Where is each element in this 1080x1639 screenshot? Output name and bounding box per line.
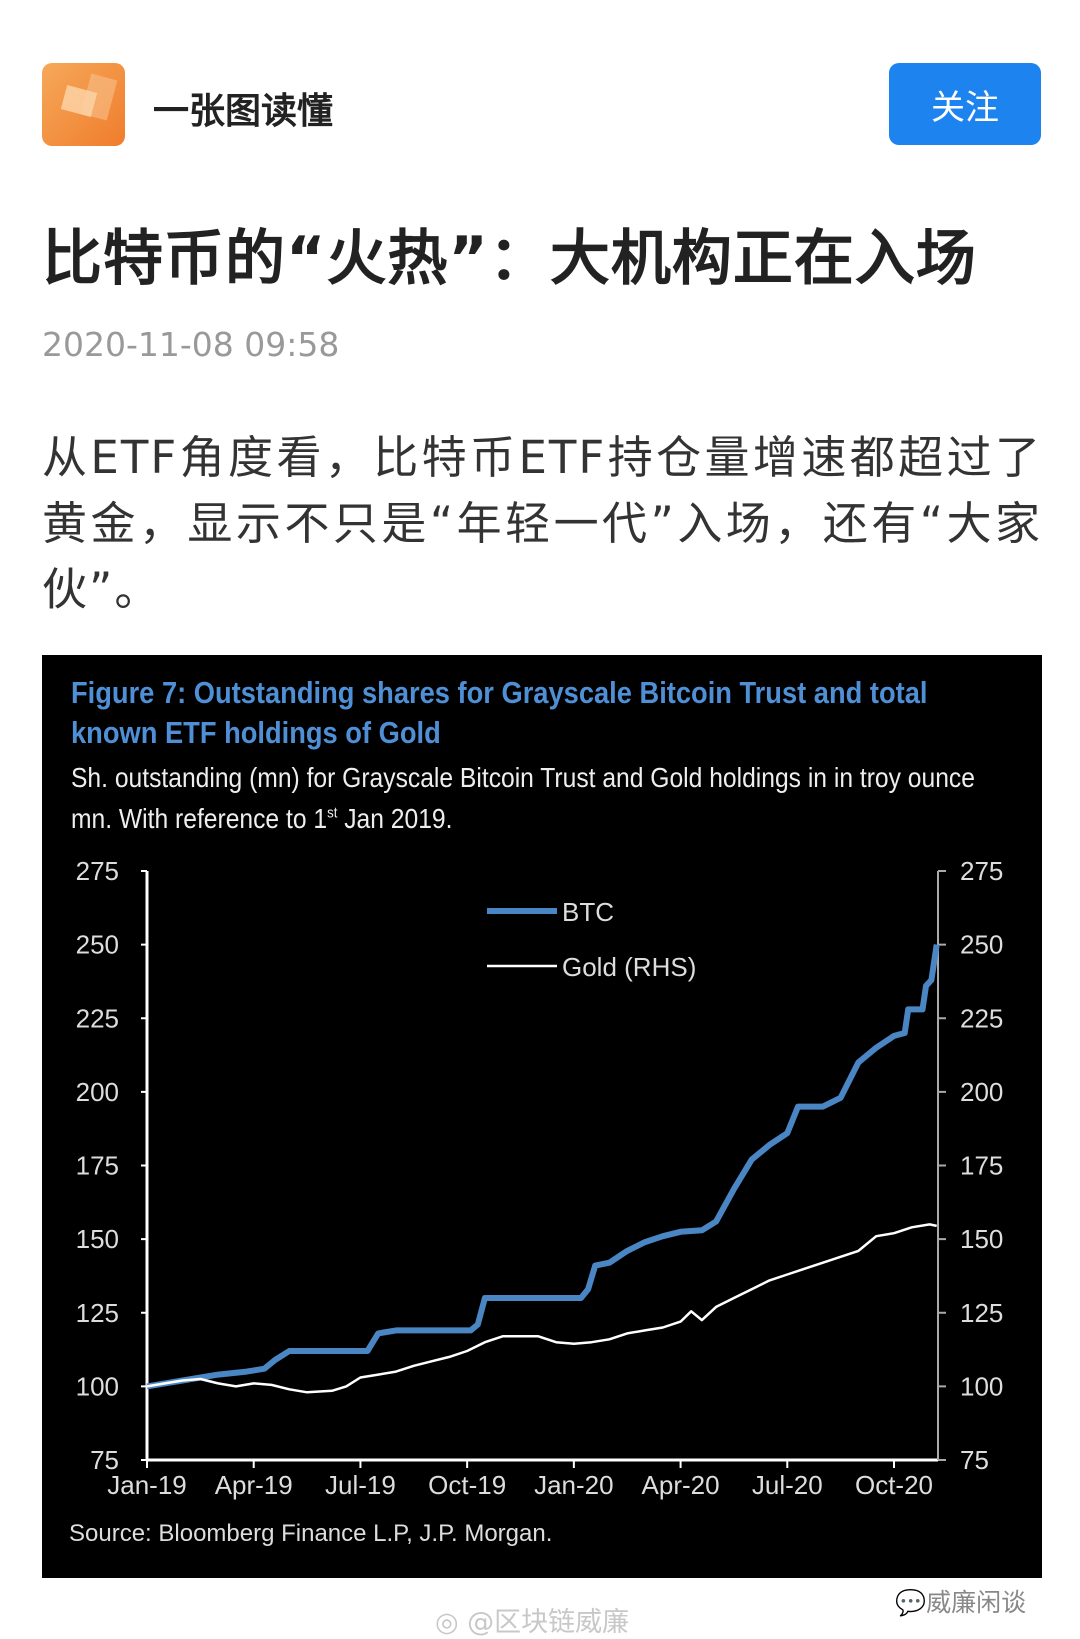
y2-tick-label: 150 <box>960 1224 1003 1254</box>
legend-label: Gold (RHS) <box>562 952 696 982</box>
account-avatar[interactable] <box>42 63 125 146</box>
weibo-handle: @区块链威廉 <box>467 1607 630 1638</box>
wechat-name: 威廉闲谈 <box>926 1588 1027 1617</box>
x-tick-label: Jan-19 <box>107 1470 187 1500</box>
chart-title: Figure 7: Outstanding shares for Graysca… <box>71 675 928 750</box>
series-line-btc <box>146 944 940 1390</box>
y-tick-label: 150 <box>76 1224 119 1254</box>
chart-plot: 75 100 125 150 175 200 225 250 275 75 100 125 150 175… <box>69 856 1003 1547</box>
y-tick-label: 175 <box>76 1151 119 1181</box>
article-title: 比特币的“火热”：大机构正在入场 <box>42 224 977 294</box>
subtitle-text: Sh. outstanding (mn) for Grayscale Bitco… <box>71 762 975 834</box>
y2-tick-label: 200 <box>960 1077 1003 1107</box>
account-name[interactable]: 一张图读懂 <box>153 91 334 132</box>
follow-button[interactable]: 关注 <box>889 63 1041 145</box>
y-tick-label: 250 <box>76 930 119 960</box>
y-tick-label: 225 <box>76 1003 119 1033</box>
weibo-icon: ◎ <box>435 1607 459 1638</box>
wechat-watermark: 💬威廉闲谈 <box>895 1583 1026 1619</box>
x-tick-label: Jul-20 <box>752 1470 823 1500</box>
weibo-watermark: ◎ @区块链威廉 <box>435 1600 629 1639</box>
y-tick-label: 75 <box>90 1445 119 1475</box>
y-tick-label: 100 <box>76 1371 119 1401</box>
x-tick-label: Oct-20 <box>855 1470 933 1500</box>
y2-tick-label: 100 <box>960 1371 1003 1401</box>
x-tick-label: Jul-19 <box>325 1470 396 1500</box>
article-date: 2020-11-08 09:58 <box>42 325 340 364</box>
series-line-gold <box>146 1223 937 1394</box>
y2-tick-label: 125 <box>960 1298 1003 1328</box>
y2-tick-label: 75 <box>960 1445 989 1475</box>
y2-tick-label: 225 <box>960 1003 1003 1033</box>
wechat-icon: 💬 <box>895 1588 927 1617</box>
article-paragraph: 从ETF角度看，比特币ETF持仓量增速都超过了黄金，显示不只是“年轻一代”入场，… <box>42 431 1042 616</box>
subtitle-end: Jan 2019. <box>337 803 453 834</box>
y2-tick-label: 275 <box>960 856 1003 886</box>
x-tick-label: Oct-19 <box>428 1470 506 1500</box>
y-tick-label: 125 <box>76 1298 119 1328</box>
chart-subtitle: Sh. outstanding (mn) for Grayscale Bitco… <box>71 757 1021 839</box>
subtitle-sup: st <box>327 804 338 822</box>
y-tick-label: 200 <box>76 1077 119 1107</box>
legend-label: BTC <box>562 897 614 927</box>
chart-source: Source: Bloomberg Finance L.P, J.P. Morg… <box>69 1520 552 1547</box>
x-tick-label: Apr-19 <box>215 1470 293 1500</box>
y2-tick-label: 175 <box>960 1151 1003 1181</box>
x-tick-label: Apr-20 <box>642 1470 720 1500</box>
y2-tick-label: 250 <box>960 930 1003 960</box>
chart-figure: Figure 7: Outstanding shares for Graysca… <box>42 655 1042 1578</box>
y-tick-label: 275 <box>76 856 119 886</box>
x-tick-label: Jan-20 <box>534 1470 614 1500</box>
